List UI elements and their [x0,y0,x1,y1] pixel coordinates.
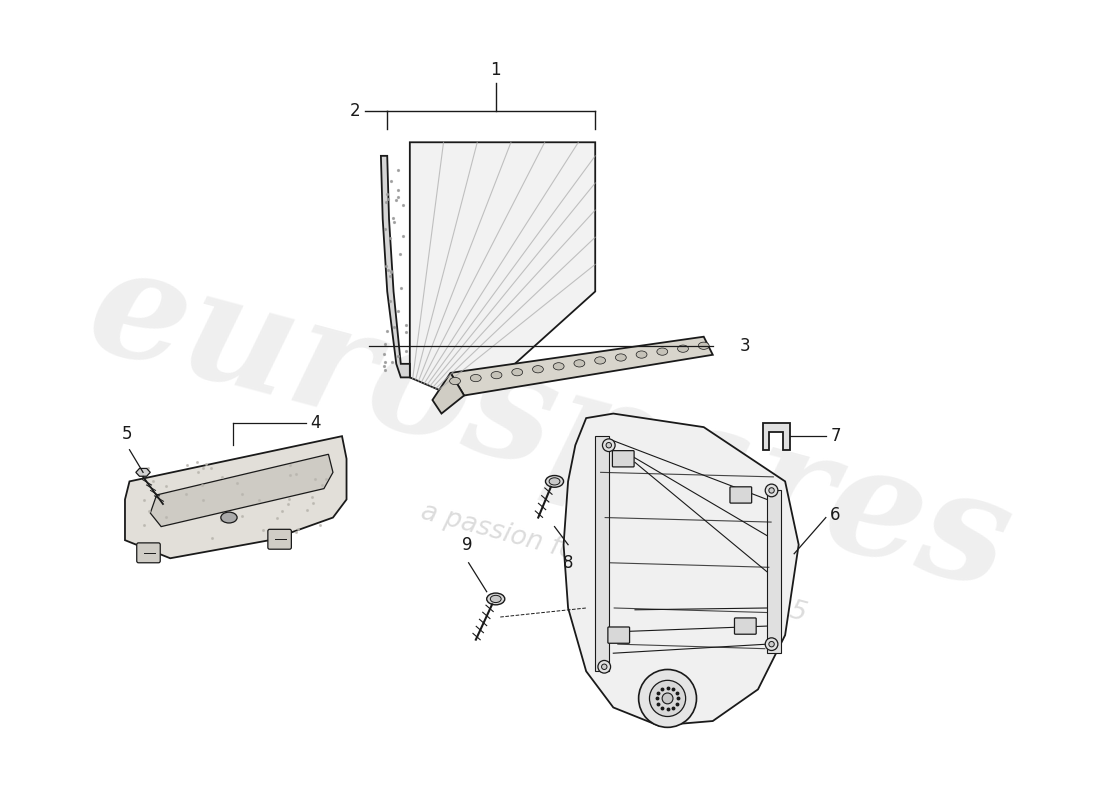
Ellipse shape [678,345,689,352]
Text: a passion for parts since 1985: a passion for parts since 1985 [418,498,810,627]
Circle shape [639,670,696,727]
Polygon shape [125,436,346,558]
Text: 6: 6 [830,506,840,524]
Ellipse shape [546,475,563,487]
Ellipse shape [471,374,481,382]
Ellipse shape [549,478,560,485]
Circle shape [598,661,611,673]
FancyBboxPatch shape [735,618,756,634]
Circle shape [769,642,774,647]
Circle shape [603,439,615,451]
Polygon shape [410,142,595,391]
FancyBboxPatch shape [136,543,161,562]
Text: 8: 8 [563,554,573,572]
FancyBboxPatch shape [268,530,292,550]
Polygon shape [151,454,333,526]
Circle shape [769,488,774,493]
Polygon shape [432,373,464,414]
Polygon shape [595,436,608,671]
Text: 2: 2 [350,102,360,120]
Polygon shape [451,337,713,395]
Ellipse shape [595,357,605,364]
Ellipse shape [657,348,668,355]
Ellipse shape [512,369,522,376]
Circle shape [766,638,778,650]
Circle shape [606,442,612,448]
Ellipse shape [698,342,710,350]
Text: 5: 5 [121,426,132,443]
Ellipse shape [636,351,647,358]
Polygon shape [135,469,151,476]
Ellipse shape [450,378,461,385]
Polygon shape [767,490,781,654]
Ellipse shape [486,593,505,605]
Circle shape [602,664,607,670]
Polygon shape [762,422,790,450]
Text: 9: 9 [462,536,472,554]
Ellipse shape [532,366,543,373]
FancyBboxPatch shape [730,487,751,503]
Polygon shape [381,156,410,378]
FancyBboxPatch shape [608,627,629,643]
Ellipse shape [491,371,502,378]
Polygon shape [563,414,799,726]
Text: 1: 1 [491,61,502,79]
FancyBboxPatch shape [613,450,634,467]
Circle shape [766,484,778,497]
Ellipse shape [491,595,502,602]
Text: 3: 3 [740,337,750,354]
Text: eurospares: eurospares [74,233,1026,622]
Circle shape [649,680,685,717]
Ellipse shape [615,354,626,361]
Text: 7: 7 [830,427,840,445]
Circle shape [662,693,673,704]
Ellipse shape [553,362,564,370]
Ellipse shape [221,512,238,523]
Ellipse shape [574,360,585,367]
Text: 4: 4 [310,414,321,432]
